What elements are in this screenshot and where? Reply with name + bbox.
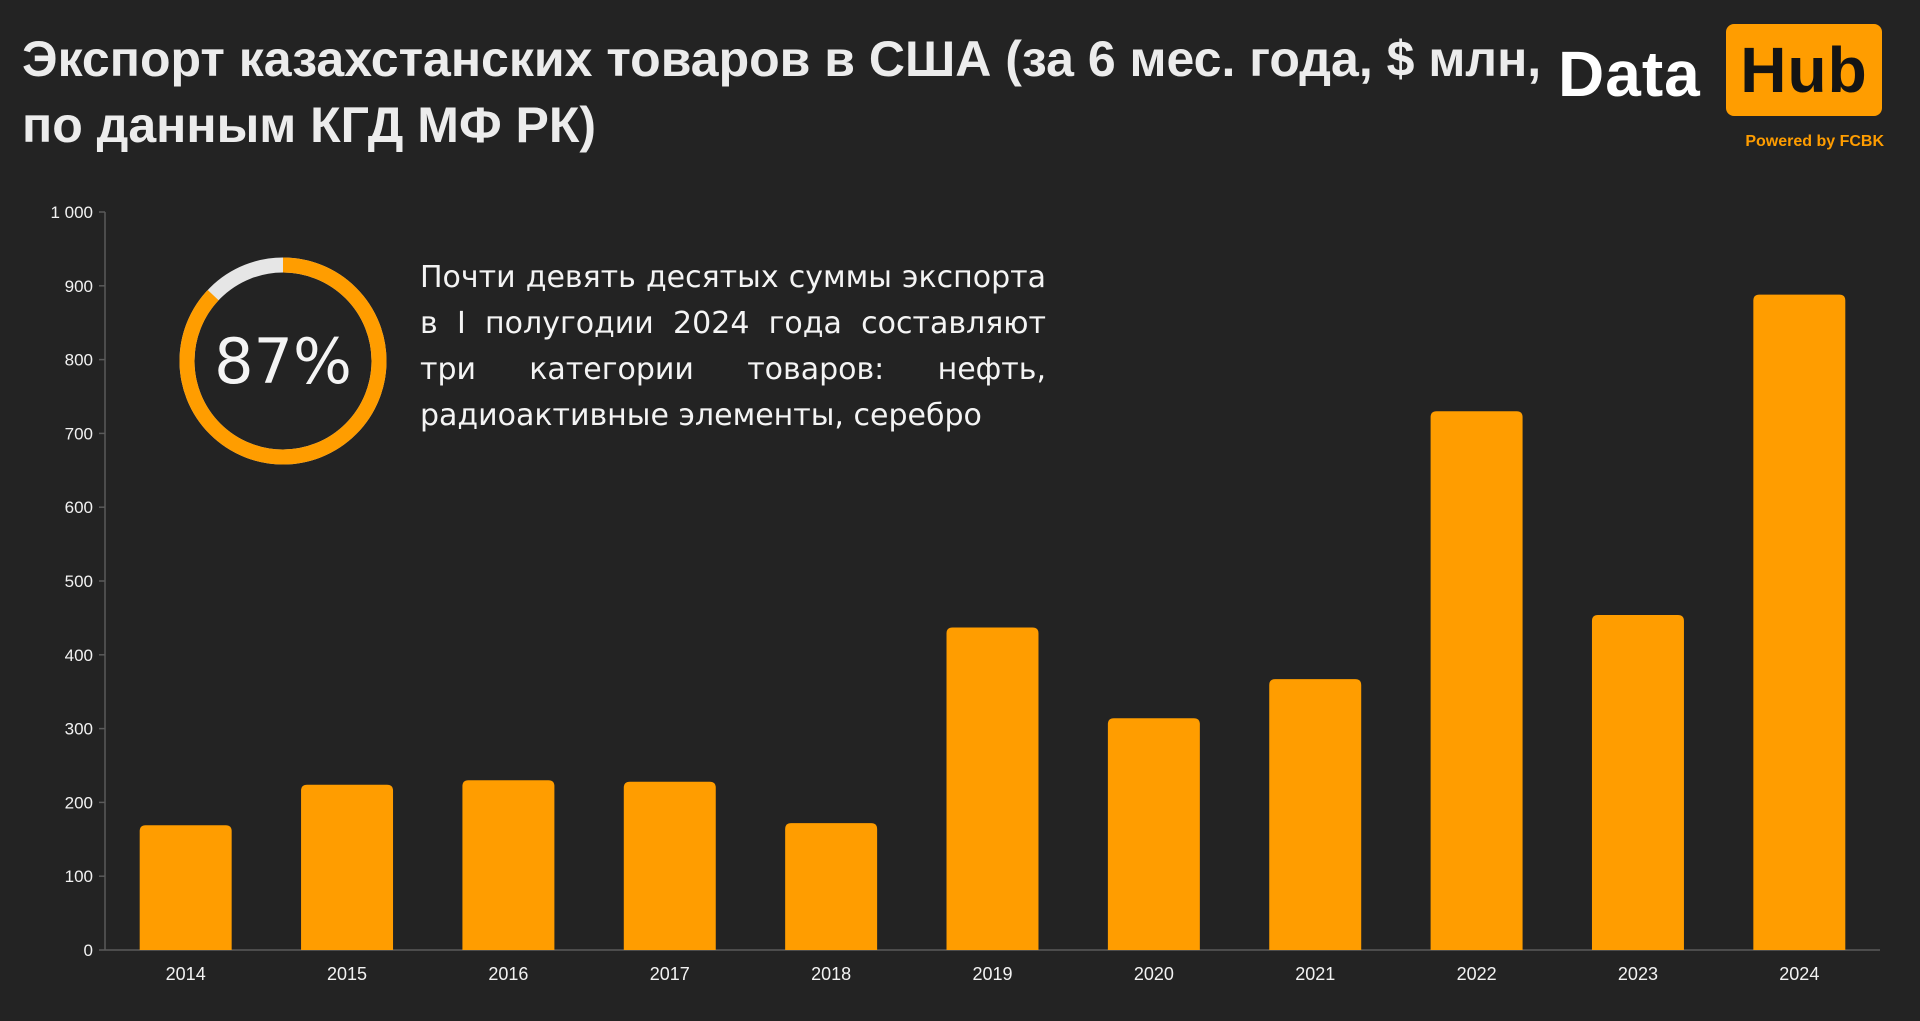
chart-title-line-2: по данным КГД МФ РК)	[22, 97, 597, 153]
x-tick-label: 2020	[1134, 964, 1174, 984]
x-tick-label: 2016	[488, 964, 528, 984]
x-tick-label: 2021	[1295, 964, 1335, 984]
bar-2015	[301, 784, 394, 950]
x-tick-label: 2022	[1457, 964, 1497, 984]
bar-2019	[946, 627, 1039, 950]
y-tick-label: 700	[65, 424, 93, 443]
y-tick-label: 1 000	[50, 203, 93, 222]
x-tick-label: 2014	[166, 964, 206, 984]
bar-2018	[785, 823, 878, 950]
datahub-logo: Data Hub Powered by FCBK	[1550, 20, 1890, 155]
x-tick-label: 2015	[327, 964, 367, 984]
y-tick-label: 100	[65, 867, 93, 886]
x-tick-label: 2018	[811, 964, 851, 984]
y-tick-label: 0	[84, 941, 93, 960]
bar-2022	[1430, 411, 1523, 950]
percent-ring-value	[179, 257, 387, 465]
bar-series	[139, 294, 1846, 950]
logo-powered-by: Powered by FCBK	[1745, 133, 1884, 150]
logo-hub-badge: Hub	[1726, 24, 1882, 116]
x-tick-label: 2017	[650, 964, 690, 984]
y-tick-label: 200	[65, 793, 93, 812]
bar-2020	[1107, 718, 1200, 950]
bar-2024	[1753, 294, 1846, 950]
y-tick-label: 300	[65, 720, 93, 739]
x-tick-label: 2024	[1779, 964, 1819, 984]
y-tick-label: 400	[65, 646, 93, 665]
percent-ring: 87%	[179, 257, 387, 465]
logo-data-text: Data	[1558, 38, 1701, 110]
x-axis: 2014 2015 2016 2017 2018 2019 2020 2021 2022 2023…	[105, 949, 1880, 984]
chart-title: Экспорт казахстанских товаров в США (за …	[22, 26, 1542, 158]
bar-2017	[623, 781, 716, 950]
percent-ring-label: 87%	[214, 325, 352, 398]
x-tick-label: 2023	[1618, 964, 1658, 984]
y-tick-label: 500	[65, 572, 93, 591]
y-tick-label: 600	[65, 498, 93, 517]
y-tick-label: 800	[65, 351, 93, 370]
callout-text: Почти девять десятых суммы экспорта в I …	[420, 260, 1046, 433]
bar-2021	[1269, 679, 1362, 950]
x-tick-label: 2019	[972, 964, 1012, 984]
chart-title-line-1: Экспорт казахстанских товаров в США (за …	[22, 31, 1542, 87]
bar-2016	[462, 780, 555, 950]
bar-2014	[139, 825, 232, 950]
y-axis: 0 100 200 300 400 500 600 700 800 900 1 000	[50, 203, 106, 960]
bar-2023	[1591, 614, 1684, 950]
y-tick-label: 900	[65, 277, 93, 296]
